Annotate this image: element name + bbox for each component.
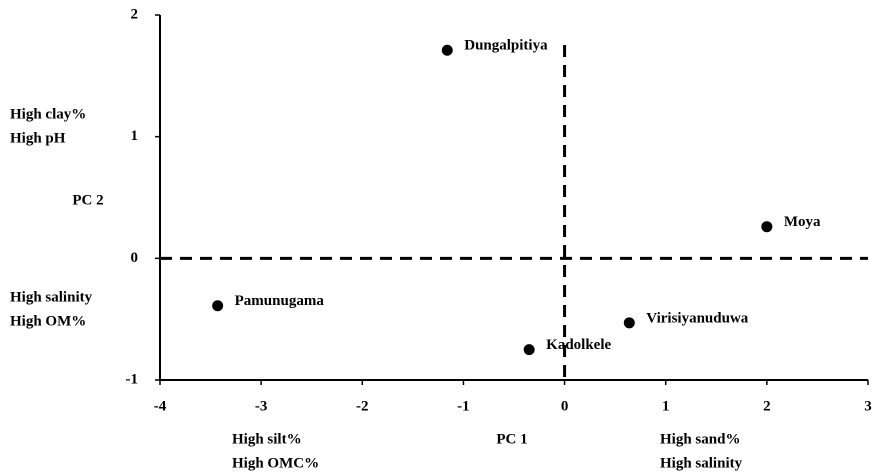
annotation: High sand% (660, 431, 740, 447)
annotation: High clay% (10, 106, 86, 122)
x-tick-label: 3 (864, 398, 872, 414)
point-label: Pamunugama (235, 293, 325, 309)
annotation: High OMC% (232, 455, 319, 471)
y-tick-label: -1 (126, 371, 139, 387)
annotation: High pH (10, 130, 66, 146)
annotation: High salinity (660, 455, 743, 471)
y-axis-label: PC 2 (72, 192, 103, 208)
point (523, 344, 535, 356)
point (761, 221, 773, 233)
annotation: High OM% (10, 313, 86, 329)
x-tick-label: 1 (662, 398, 670, 414)
y-tick-label: 0 (131, 250, 139, 266)
y-tick-label: 1 (131, 128, 139, 144)
point-label: Moya (784, 214, 821, 230)
point (212, 300, 224, 312)
y-tick-label: 2 (131, 6, 139, 22)
x-tick-label: -1 (457, 398, 470, 414)
x-tick-label: 0 (561, 398, 569, 414)
point-label: Virisiyanuduwa (646, 310, 748, 326)
annotation: High salinity (10, 289, 93, 305)
point-label: Dungalpitiya (464, 38, 548, 54)
x-tick-label: 2 (763, 398, 771, 414)
x-tick-label: -4 (154, 398, 167, 414)
x-axis-label: PC 1 (496, 431, 527, 447)
point-label: Kadolkele (546, 337, 611, 353)
x-tick-label: -2 (356, 398, 369, 414)
point (623, 317, 635, 329)
annotation: High silt% (232, 431, 302, 447)
x-tick-label: -3 (255, 398, 268, 414)
point (441, 44, 453, 56)
